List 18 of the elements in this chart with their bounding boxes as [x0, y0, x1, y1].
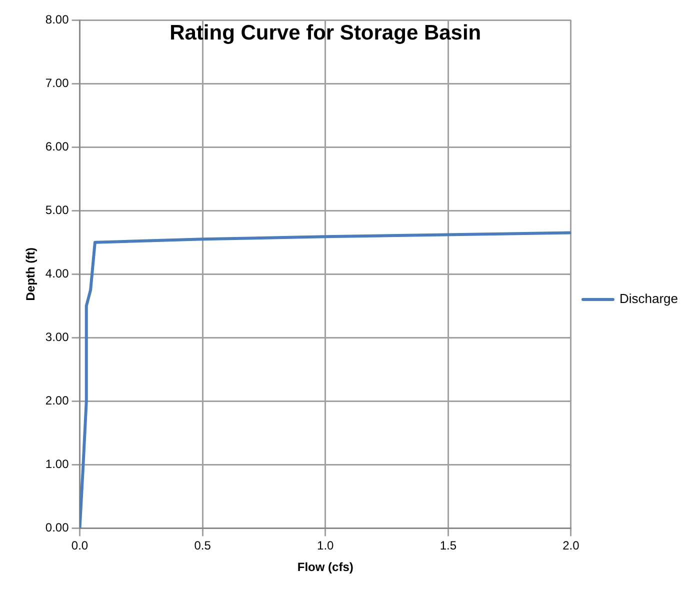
y-tick-label: 5.00: [45, 202, 70, 217]
x-tick-label: 2.0: [562, 538, 580, 553]
y-tick-label: 0.00: [45, 520, 70, 535]
x-tick-label: 0.0: [71, 538, 88, 553]
y-tick-label: 1.00: [45, 456, 70, 471]
x-tick-label: 1.5: [440, 538, 457, 553]
x-tick-label: 1.0: [317, 538, 334, 553]
y-axis-title: Depth (ft): [24, 247, 38, 301]
chart-title: Rating Curve for Storage Basin: [170, 21, 482, 44]
x-axis-title: Flow (cfs): [297, 560, 354, 574]
y-tick-label: 2.00: [45, 393, 70, 408]
y-tick-label: 4.00: [45, 266, 70, 280]
legend-label: Discharge: [619, 291, 678, 306]
x-tick-label: 0.5: [194, 538, 212, 553]
y-tick-label: 7.00: [45, 76, 70, 90]
y-tick-label: 8.00: [45, 12, 70, 26]
y-tick-label: 3.00: [45, 330, 70, 344]
y-tick-label: 6.00: [45, 139, 70, 154]
